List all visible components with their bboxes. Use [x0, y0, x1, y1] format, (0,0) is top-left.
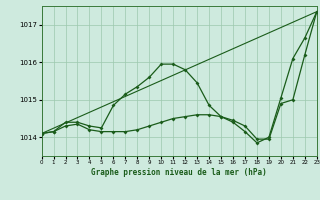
- X-axis label: Graphe pression niveau de la mer (hPa): Graphe pression niveau de la mer (hPa): [91, 168, 267, 177]
